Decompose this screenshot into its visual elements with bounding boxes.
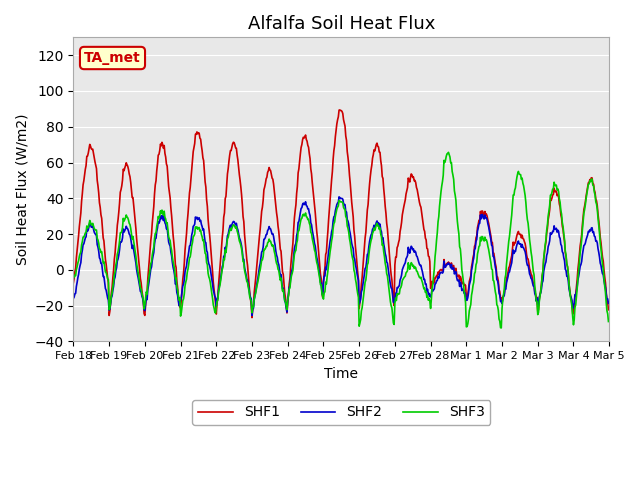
SHF3 — [79, 234, 87, 240]
Line: SHF3: SHF3 — [74, 152, 609, 328]
SHF3 — [605, 319, 612, 324]
SHF2 — [217, 275, 225, 280]
SHF2 — [70, 296, 77, 301]
SHF2 — [134, 275, 142, 280]
SHF1 — [217, 255, 225, 261]
SHF2 — [423, 288, 431, 293]
Text: TA_met: TA_met — [84, 51, 141, 65]
SHF1 — [189, 158, 196, 164]
SHF2 — [189, 229, 196, 235]
SHF3 — [189, 240, 196, 245]
SHF3 — [445, 149, 452, 155]
SHF3 — [217, 277, 225, 283]
SHF1 — [70, 280, 77, 286]
SHF2 — [605, 300, 612, 306]
SHF2 — [408, 243, 415, 249]
SHF1 — [408, 171, 415, 177]
SHF1 — [248, 315, 256, 321]
SHF3 — [497, 325, 505, 331]
SHF1 — [605, 307, 612, 312]
SHF3 — [406, 266, 413, 272]
Line: SHF2: SHF2 — [74, 197, 609, 315]
SHF1 — [423, 245, 431, 251]
X-axis label: Time: Time — [324, 367, 358, 381]
Title: Alfalfa Soil Heat Flux: Alfalfa Soil Heat Flux — [248, 15, 435, 33]
SHF2 — [335, 194, 343, 200]
SHF3 — [70, 275, 77, 281]
Line: SHF1: SHF1 — [74, 110, 609, 318]
SHF1 — [134, 252, 142, 257]
SHF3 — [134, 270, 142, 276]
SHF2 — [79, 242, 87, 248]
Y-axis label: Soil Heat Flux (W/m2): Soil Heat Flux (W/m2) — [15, 114, 29, 265]
SHF1 — [336, 107, 344, 113]
SHF2 — [248, 312, 256, 318]
Legend: SHF1, SHF2, SHF3: SHF1, SHF2, SHF3 — [192, 400, 490, 425]
SHF3 — [422, 289, 429, 295]
SHF1 — [79, 182, 87, 188]
